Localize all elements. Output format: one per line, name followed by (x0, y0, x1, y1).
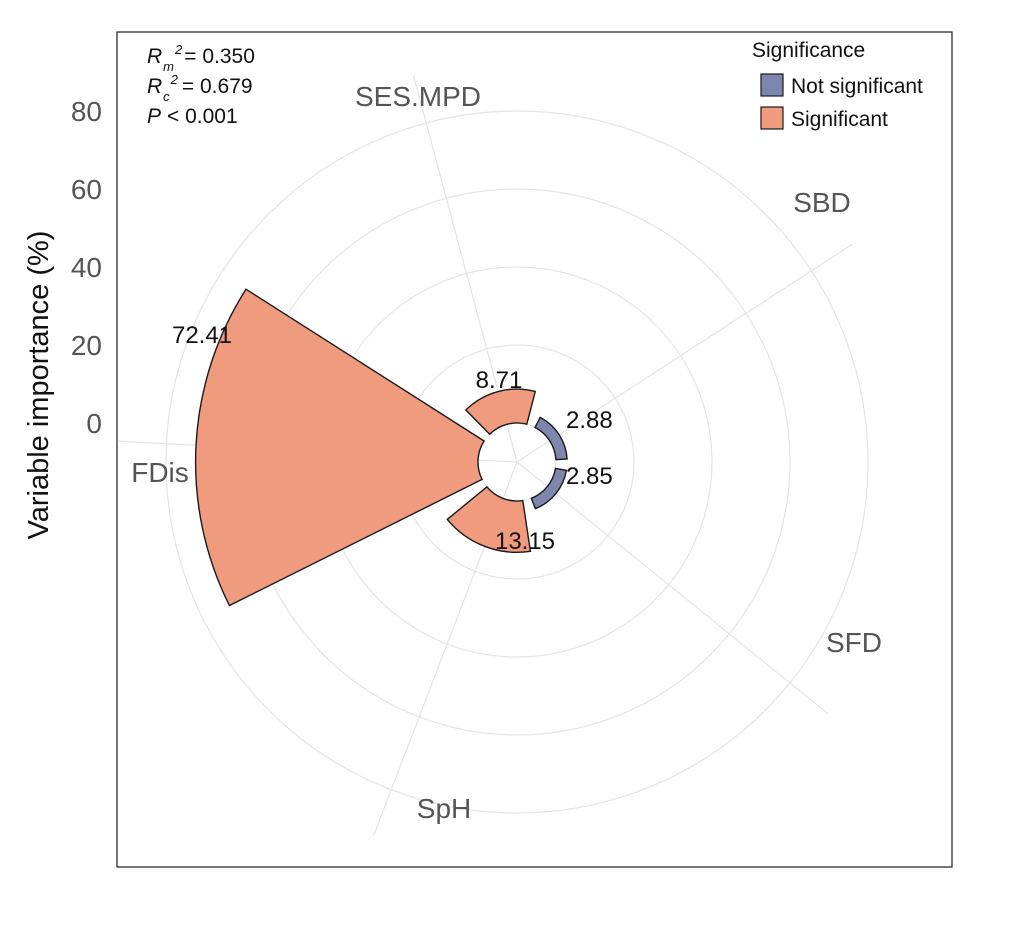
bar-sbd (534, 416, 568, 461)
legend-label-not-significant: Not significant (791, 75, 923, 98)
stat-rc: Rc2 = 0.679 (147, 72, 253, 104)
legend-key-significant (760, 106, 784, 130)
value-label-sfd: 2.85 (566, 463, 613, 490)
stat-rm-sup: 2 (174, 42, 183, 57)
category-label-sph: SpH (417, 793, 471, 824)
stat-rm: Rm2= 0.350 (147, 42, 255, 74)
plot-panel (116, 31, 953, 868)
bar-sph (446, 485, 532, 553)
bar-fdis (194, 288, 486, 607)
legend: Significance Not significant Significant (752, 39, 923, 131)
gridline-80 (165, 110, 869, 814)
category-label-sbd: SBD (793, 187, 851, 218)
y-tick-20: 20 (71, 330, 102, 361)
y-tick-40: 40 (71, 252, 102, 283)
category-label-sfd: SFD (826, 627, 882, 658)
stat-p-value: < 0.001 (167, 105, 238, 128)
stat-rc-symbol: R (147, 75, 162, 98)
y-tick-80: 80 (71, 96, 102, 127)
legend-title: Significance (752, 39, 865, 62)
bar-sfd (530, 467, 568, 510)
bar-ses-mpd (464, 388, 537, 436)
stat-rm-value: = 0.350 (184, 45, 255, 68)
value-label-ses-mpd: 8.71 (476, 367, 523, 394)
y-tick-60: 60 (71, 174, 102, 205)
stat-rm-sub: m (163, 59, 174, 74)
stat-rc-value: = 0.679 (182, 75, 253, 98)
y-axis-ticks: 80 60 40 20 0 (71, 96, 102, 439)
y-tick-0: 0 (86, 408, 102, 439)
legend-label-significant: Significant (791, 108, 888, 131)
legend-key-not-significant (760, 73, 784, 97)
spoke-sfd (516, 461, 829, 715)
stat-rm-symbol: R (147, 45, 162, 68)
model-stats: Rm2= 0.350 Rc2 = 0.679 P < 0.001 (147, 42, 255, 128)
stat-rc-sup: 2 (170, 72, 179, 87)
label-layer: SES.MPD SBD SFD SpH FDis 8.71 2.88 2.85 13.15 72.… (131, 81, 882, 824)
stat-rc-sub: c (163, 89, 170, 104)
value-label-fdis: 72.41 (172, 322, 232, 349)
category-label-fdis: FDis (131, 457, 189, 488)
bar-layer (194, 288, 568, 607)
value-label-sbd: 2.88 (566, 407, 613, 434)
y-axis-label: Variable importance (%) (23, 231, 55, 540)
spoke-sbd (516, 243, 853, 463)
category-label-ses-mpd: SES.MPD (355, 81, 481, 112)
stat-p: P < 0.001 (147, 105, 238, 128)
value-label-sph: 13.15 (495, 528, 555, 555)
stat-p-symbol: P (147, 105, 161, 128)
